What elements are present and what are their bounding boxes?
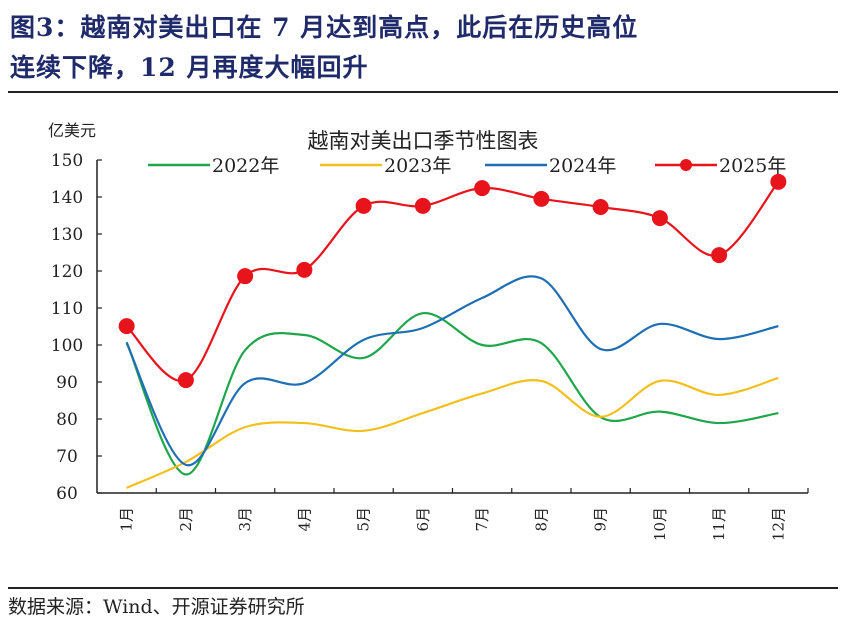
data-point-2025年 — [770, 173, 787, 190]
figure-title-line-2: 连续下降，12 月再度大幅回升 — [10, 53, 369, 82]
data-point-2025年 — [237, 268, 254, 285]
legend-label: 2024年 — [549, 155, 616, 177]
legend-label: 2023年 — [384, 155, 451, 177]
y-axis-unit-label: 亿美元 — [48, 121, 96, 140]
series-line-2024年 — [125, 275, 779, 467]
data-point-2025年 — [711, 247, 728, 264]
y-tick-label: 140 — [51, 188, 83, 208]
top-rule — [8, 91, 838, 93]
x-tick-label: 7月 — [473, 507, 491, 532]
series-line-2025年 — [125, 181, 780, 382]
series-line-2022年 — [125, 312, 779, 476]
bottom-rule — [8, 587, 838, 589]
y-tick-label: 150 — [51, 151, 83, 171]
x-tick-label: 9月 — [592, 507, 610, 532]
series-line-2023年 — [126, 376, 779, 489]
x-tick-label: 5月 — [355, 507, 373, 532]
data-point-2025年 — [296, 261, 313, 278]
data-point-2025年 — [118, 318, 135, 335]
y-tick-label: 70 — [56, 447, 78, 467]
y-tick-label: 110 — [51, 299, 83, 319]
y-tick-label: 80 — [56, 410, 78, 430]
chart-title: 越南对美出口季节性图表 — [308, 129, 539, 153]
data-point-2025年 — [474, 180, 491, 197]
legend-marker-2025年 — [680, 159, 692, 171]
y-tick-label: 120 — [51, 262, 83, 282]
y-tick-label: 90 — [56, 373, 78, 393]
x-tick-label: 6月 — [414, 507, 432, 532]
x-tick-label: 4月 — [295, 507, 313, 532]
y-tick-label: 100 — [51, 336, 83, 356]
legend-label: 2022年 — [212, 155, 279, 177]
data-point-2025年 — [414, 197, 431, 214]
figure-title-line-1: 图3：越南对美出口在 7 月达到高点，此后在历史高位 — [10, 13, 639, 42]
data-point-2025年 — [651, 210, 668, 227]
source-note: 数据来源：Wind、开源证券研究所 — [8, 596, 305, 618]
y-tick-label: 130 — [51, 225, 83, 245]
x-tick-label: 1月 — [118, 507, 136, 532]
y-tick-label: 60 — [56, 484, 78, 504]
x-tick-label: 3月 — [236, 507, 254, 532]
x-tick-label: 2月 — [177, 507, 195, 532]
x-tick-label: 10月 — [651, 507, 669, 541]
x-tick-label: 12月 — [769, 507, 787, 541]
figure-title: 图3：越南对美出口在 7 月达到高点，此后在历史高位 连续下降，12 月再度大幅… — [10, 8, 840, 88]
x-tick-label: 11月 — [710, 507, 728, 541]
data-point-2025年 — [177, 372, 194, 389]
data-point-2025年 — [355, 197, 372, 214]
data-point-2025年 — [533, 190, 550, 207]
data-point-2025年 — [592, 198, 609, 215]
legend-label: 2025年 — [719, 155, 786, 177]
x-tick-label: 8月 — [532, 507, 550, 532]
